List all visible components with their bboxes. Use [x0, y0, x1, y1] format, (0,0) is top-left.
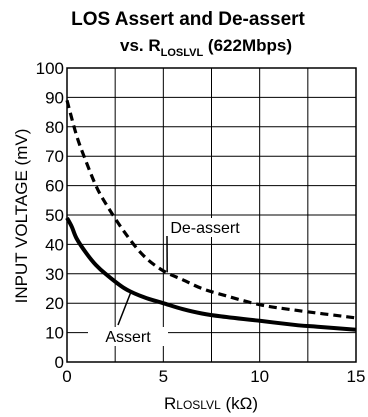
series-line-assert [65, 216, 357, 332]
chart-title-line1: LOS Assert and De-assert [71, 9, 305, 30]
annotation-label-de-assert: De-assert [170, 220, 240, 237]
annotation-leader-assert [117, 292, 132, 326]
series-group [65, 99, 357, 332]
x-tick-label-3: 15 [347, 367, 366, 386]
y-tick-label-1: 10 [45, 324, 64, 343]
annotation-backdrop-assert [88, 327, 168, 346]
y-tick-label-4: 40 [45, 235, 64, 254]
x-axis-label: RLOSLVL (kΩ) [164, 394, 258, 413]
title-suffix: (622Mbps) [203, 36, 292, 55]
grid-lines [66, 67, 357, 363]
x-tick-label-0: 0 [62, 367, 71, 386]
series-line-de-assert [65, 99, 357, 320]
x-tick-label-1: 5 [159, 367, 168, 386]
y-tick-label-9: 90 [45, 88, 64, 107]
y-tick-label-7: 70 [45, 147, 64, 166]
y-tick-label-3: 30 [45, 265, 64, 284]
tick-labels: 0 10 20 30 40 50 60 70 80 90 100 0 5 10 15 [36, 59, 366, 386]
y-axis-label: INPUT VOLTAGE (mV) [12, 129, 31, 304]
title-subscript: LOSLVL [161, 47, 204, 59]
y-tick-label-0: 0 [55, 353, 64, 372]
chart-title-line2: vs. RLOSLVL (622Mbps) [120, 36, 292, 59]
x-tick-label-2: 10 [250, 367, 269, 386]
annotation-backdrop-de-assert [165, 218, 245, 237]
xlabel-suffix: (kΩ) [221, 394, 258, 413]
y-tick-label-8: 80 [45, 118, 64, 137]
y-tick-label-6: 60 [45, 177, 64, 196]
title-r: vs. R [120, 36, 161, 55]
annotation-label-assert: Assert [105, 329, 151, 346]
y-tick-label-2: 20 [45, 294, 64, 313]
plot-frame [66, 67, 357, 363]
annotations: De-assert Assert [88, 218, 245, 346]
xlabel-subscript: LOSLVL [176, 398, 221, 412]
xlabel-r: R [164, 394, 176, 413]
y-tick-label-10: 100 [36, 59, 64, 78]
y-tick-label-5: 50 [45, 206, 64, 225]
